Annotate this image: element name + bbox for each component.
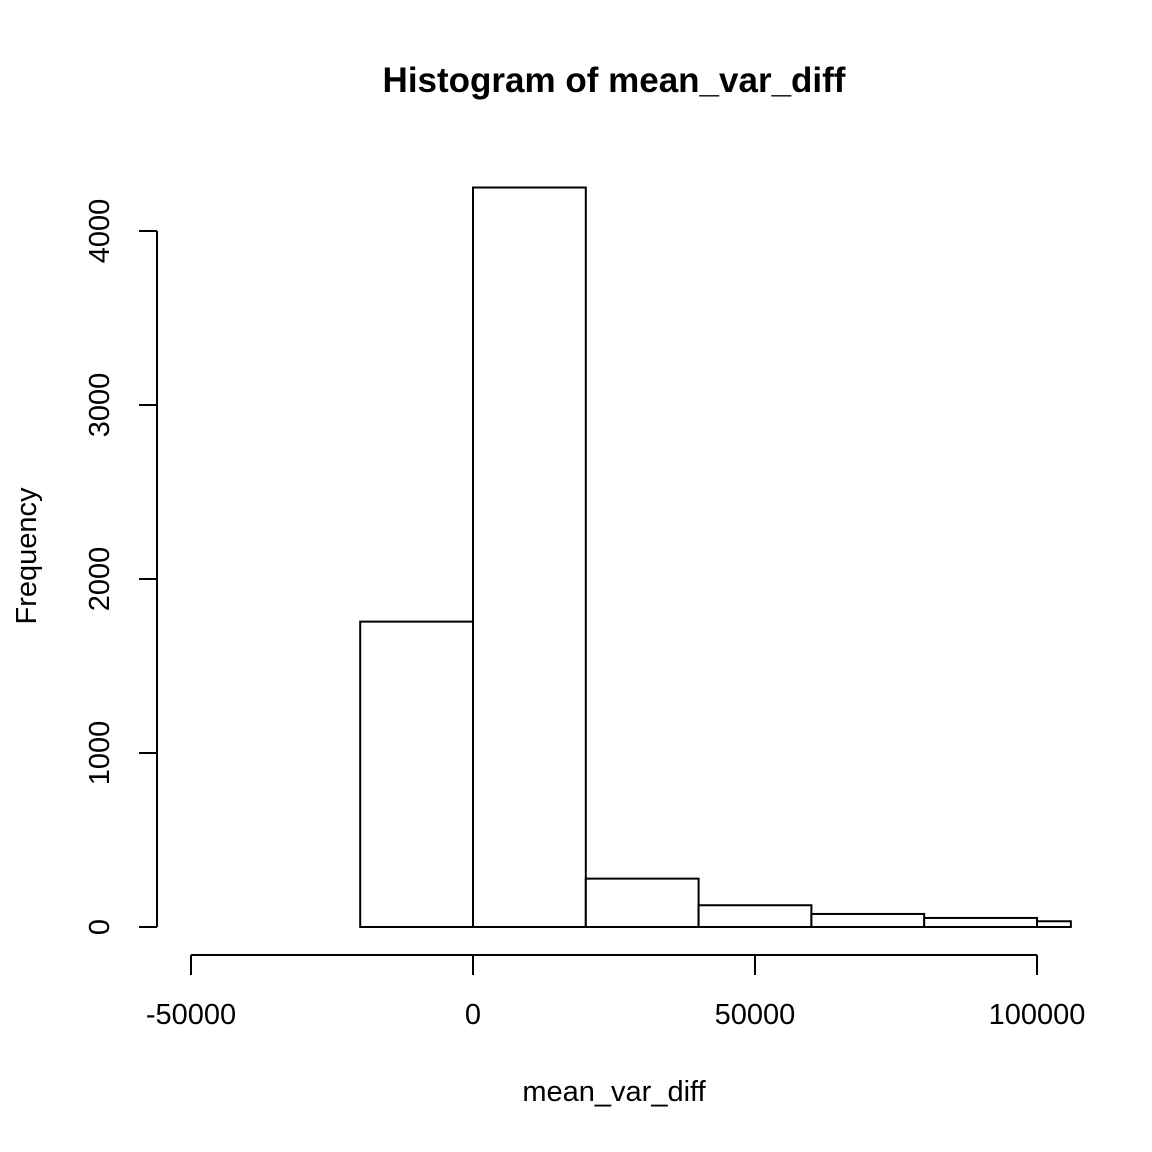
x-tick-label-3: 100000: [989, 999, 1086, 1031]
x-tick-label-1: 0: [465, 999, 481, 1031]
y-tick-label-1: 1000: [84, 721, 116, 786]
chart-title: Histogram of mean_var_diff: [383, 61, 846, 100]
histogram-bar-4: [810, 912, 926, 929]
y-tick-label-4: 4000: [84, 199, 116, 264]
x-tick-label-2: 50000: [715, 999, 796, 1031]
histogram-bar-1: [472, 186, 587, 928]
histogram-bar-3: [697, 904, 813, 928]
x-axis-title: mean_var_diff: [522, 1076, 706, 1108]
y-axis: 0 1000 2000 3000 4000: [84, 199, 158, 935]
y-tick-label-3: 3000: [84, 373, 116, 438]
y-axis-title: Frequency: [11, 487, 43, 625]
histogram-bar-6: [1036, 920, 1072, 928]
histogram-bar-5: [923, 916, 1039, 929]
histogram-bar-0: [359, 620, 475, 928]
x-axis: -50000 0 50000 100000: [146, 954, 1086, 1031]
y-tick-label-0: 0: [84, 919, 116, 935]
histogram-bar-2: [584, 877, 700, 928]
x-tick-label-0: -50000: [146, 999, 236, 1031]
histogram-bars: [359, 186, 1072, 929]
y-tick-label-2: 2000: [84, 547, 116, 612]
